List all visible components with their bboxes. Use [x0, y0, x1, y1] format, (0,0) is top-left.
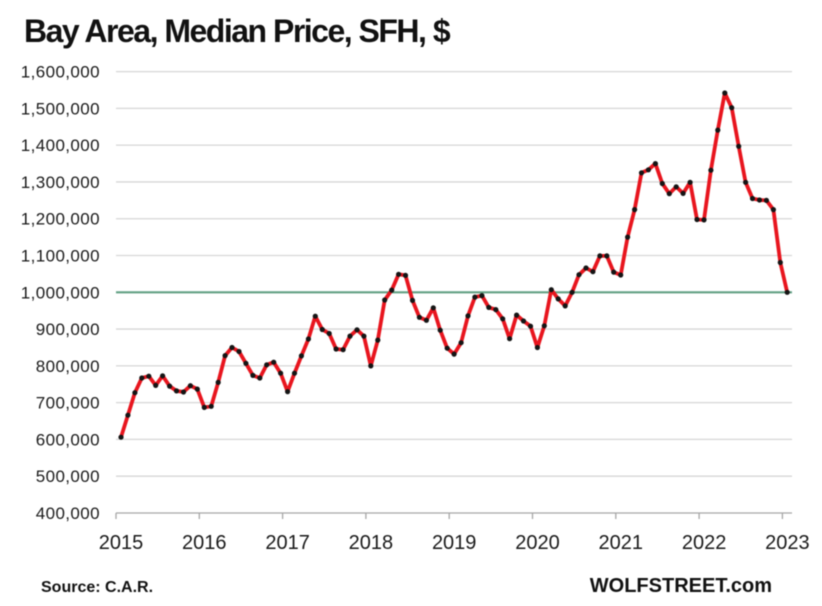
- svg-text:1,200,000: 1,200,000: [21, 210, 100, 229]
- svg-text:Bay Area, Median Price, SFH, $: Bay Area, Median Price, SFH, $: [24, 13, 451, 49]
- svg-text:1,400,000: 1,400,000: [21, 136, 100, 155]
- svg-text:800,000: 800,000: [36, 357, 100, 376]
- svg-text:900,000: 900,000: [36, 320, 100, 339]
- svg-text:600,000: 600,000: [36, 430, 100, 449]
- svg-text:700,000: 700,000: [36, 394, 100, 413]
- svg-text:2021: 2021: [599, 532, 644, 554]
- svg-text:2016: 2016: [182, 532, 227, 554]
- svg-text:1,500,000: 1,500,000: [21, 99, 100, 118]
- svg-text:2018: 2018: [349, 532, 394, 554]
- svg-text:1,300,000: 1,300,000: [21, 173, 100, 192]
- svg-text:1,600,000: 1,600,000: [21, 63, 100, 82]
- svg-text:2023: 2023: [765, 532, 810, 554]
- svg-text:1,000,000: 1,000,000: [21, 283, 100, 302]
- svg-text:2017: 2017: [265, 532, 310, 554]
- svg-text:400,000: 400,000: [36, 504, 100, 523]
- svg-text:500,000: 500,000: [36, 467, 100, 486]
- svg-text:Source: C.A.R.: Source: C.A.R.: [41, 579, 153, 596]
- svg-text:2020: 2020: [515, 532, 560, 554]
- svg-text:1,100,000: 1,100,000: [21, 247, 100, 266]
- svg-text:2022: 2022: [682, 532, 727, 554]
- svg-text:2019: 2019: [432, 532, 477, 554]
- svg-text:WOLFSTREET.com: WOLFSTREET.com: [590, 575, 772, 597]
- svg-text:2015: 2015: [99, 532, 144, 554]
